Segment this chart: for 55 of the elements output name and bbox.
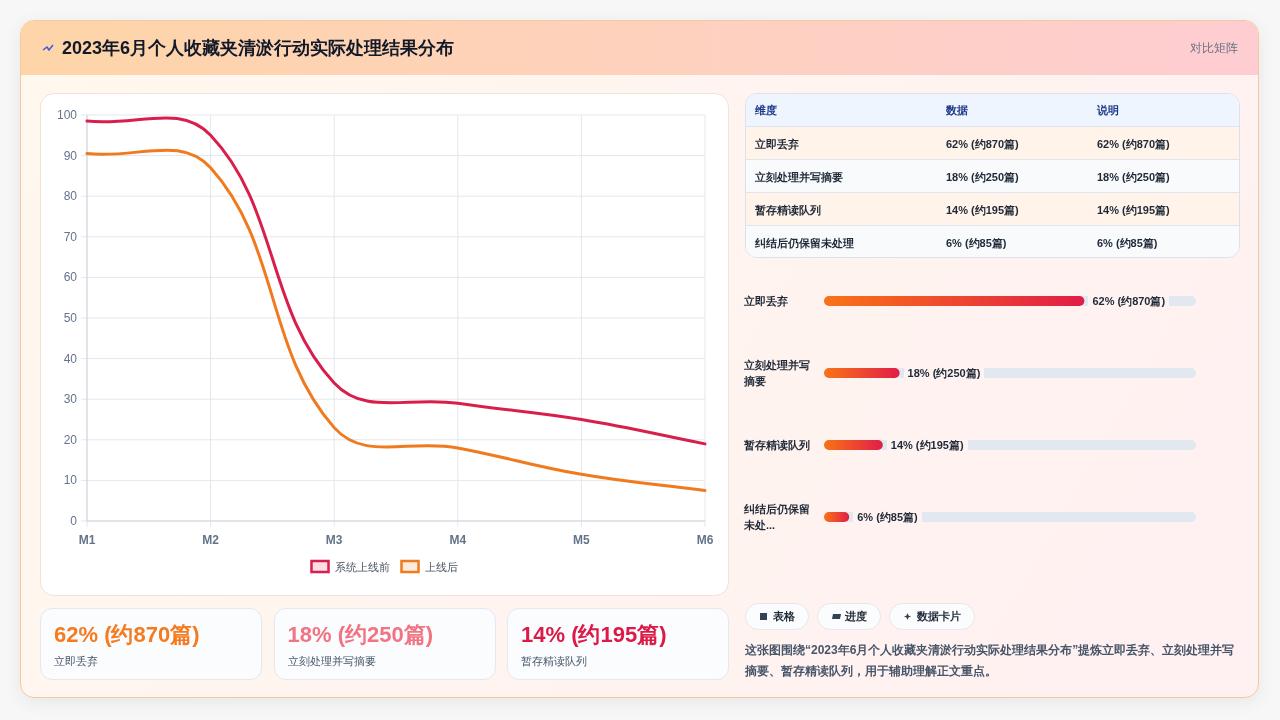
text: 14% (约195篇) [521, 621, 667, 649]
text: 这张图围绕“2023年6月个人收藏夹清淤行动实际处理结果分布”提炼立即丢弃、立刻处理并写摘要、暂存精读队列，用于辅助理解正文重点。 [745, 642, 1236, 680]
bar [824, 440, 883, 450]
text: 6% (约85篇) [946, 235, 1007, 251]
text: 维度 [755, 103, 777, 118]
text: 62% (约870篇) [946, 136, 1019, 152]
y-tick-label: 立刻处理并写摘要 [744, 358, 811, 389]
text: 14% (约195篇) [946, 202, 1019, 218]
x-tick-label: M4 [449, 533, 467, 547]
y-tick-label: 70 [63, 229, 78, 244]
x-tick-label: M6 [696, 533, 714, 547]
y-tick-label: 暂存精读队列 [744, 438, 811, 453]
text: 数据 [946, 103, 968, 118]
text: 暂存精读队列 [755, 202, 821, 218]
text: 62% (约870篇) [1097, 136, 1170, 152]
y-tick-label: 10 [63, 473, 78, 488]
data-label: 62% (约870篇) [1088, 293, 1170, 309]
data-label: 14% (约195篇) [886, 437, 968, 453]
y-tick-label: 立即丢弃 [744, 294, 789, 309]
text: 暂存精读队列 [521, 654, 587, 669]
text: 18% (约250篇) [946, 169, 1019, 185]
x-tick-label: M3 [325, 533, 343, 547]
x-tick-label: M2 [202, 533, 220, 547]
data-label: 18% (约250篇) [903, 365, 985, 381]
text: 18% (约250篇) [287, 621, 434, 649]
y-tick-label: 30 [63, 392, 78, 407]
text: 6% (约85篇) [1097, 235, 1158, 251]
text: 说明 [1097, 103, 1119, 118]
y-tick-label: 60 [63, 270, 78, 285]
bar [824, 512, 850, 522]
legend-label: 上线后 [424, 561, 458, 573]
y-tick-label: 0 [70, 514, 78, 528]
text: 纠结后仍保留未处理 [755, 235, 854, 251]
bar [824, 368, 900, 378]
y-tick-label: 50 [63, 311, 78, 325]
text: 表格 [773, 609, 795, 624]
text: 18% (约250篇) [1097, 169, 1170, 185]
y-tick-label: 100 [56, 108, 78, 122]
y-tick-label: 纠结后仍保留未处... [744, 502, 811, 533]
text: 立刻处理并写摘要 [755, 169, 843, 185]
y-tick-label: 40 [63, 351, 78, 366]
legend-label: 系统上线前 [334, 561, 390, 573]
text: 62% (约870篇) [54, 621, 200, 649]
text: 2023年6月个人收藏夹清淤行动实际处理结果分布 [62, 37, 455, 60]
data-label: 6% (约85篇) [853, 509, 922, 525]
y-tick-label: 20 [63, 432, 78, 447]
text: 对比矩阵 [1190, 40, 1238, 57]
x-tick-label: M1 [78, 533, 96, 547]
x-tick-label: M5 [573, 533, 591, 547]
text: 14% (约195篇) [1097, 202, 1170, 218]
y-tick-label: 80 [63, 189, 78, 204]
text: 进度 [845, 609, 867, 624]
y-tick-label: 90 [63, 148, 78, 163]
text: 数据卡片 [917, 609, 961, 624]
text: 立刻处理并写摘要 [287, 654, 376, 669]
